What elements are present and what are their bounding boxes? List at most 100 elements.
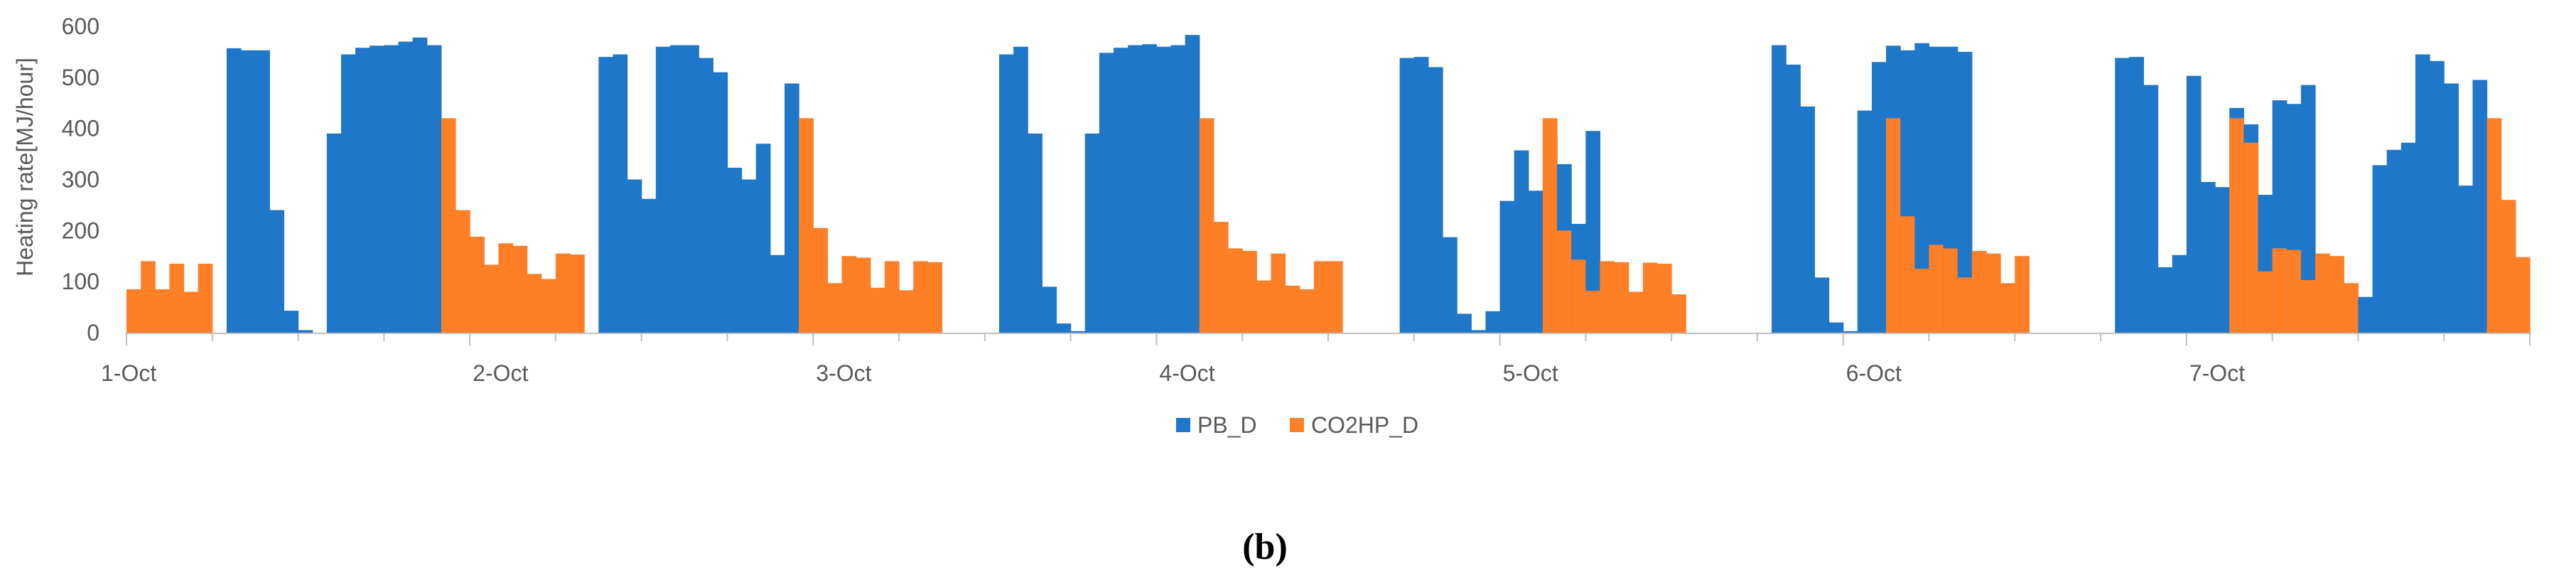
bar-pb-d	[1914, 43, 1930, 333]
bar-pb-d	[669, 45, 685, 333]
bar-co2hp-d	[2258, 271, 2273, 333]
bar-pb-d	[241, 50, 256, 333]
bar-co2hp-d	[799, 118, 814, 333]
bar-pb-d	[1056, 323, 1072, 333]
bar-pb-d	[1457, 313, 1472, 333]
bar-pb-d	[1871, 62, 1887, 333]
legend: PB_D CO2HP_D	[1176, 412, 1418, 438]
bar-co2hp-d	[2272, 248, 2287, 333]
bar-pb-d	[1099, 53, 1114, 333]
bar-pb-d	[1399, 58, 1415, 333]
bar-co2hp-d	[1557, 230, 1572, 333]
bar-pb-d	[1585, 131, 1601, 333]
bar-co2hp-d	[1299, 289, 1315, 333]
bar-pb-d	[2444, 83, 2459, 333]
bar-pb-d	[1084, 133, 1100, 333]
bar-co2hp-d	[1228, 248, 1243, 333]
bar-co2hp-d	[2501, 200, 2516, 333]
bar-co2hp-d	[1628, 291, 1644, 333]
bar-pb-d	[1471, 330, 1487, 333]
bar-pb-d	[770, 254, 785, 333]
bar-co2hp-d	[1542, 118, 1558, 333]
bar-pb-d	[269, 210, 285, 333]
bar-pb-d	[2129, 57, 2145, 333]
bar-pb-d	[340, 54, 356, 333]
x-tick-label: 7-Oct	[2189, 360, 2245, 386]
bar-pb-d	[326, 133, 342, 333]
y-tick-label: 500	[62, 65, 99, 90]
bar-pb-d	[1443, 237, 1457, 333]
bar-pb-d	[370, 45, 384, 333]
y-tick-label: 600	[62, 14, 99, 39]
bar-co2hp-d	[856, 257, 871, 333]
bar-co2hp-d	[1886, 118, 1901, 333]
bar-pb-d	[2186, 75, 2202, 333]
bar-co2hp-d	[1271, 253, 1286, 333]
bar-co2hp-d	[899, 290, 914, 333]
bar-pb-d	[398, 41, 414, 333]
legend-label: PB_D	[1197, 412, 1257, 438]
bar-pb-d	[1028, 133, 1042, 333]
bar-pb-d	[1413, 57, 1429, 333]
bar-pb-d	[2386, 149, 2402, 333]
bar-pb-d	[713, 72, 728, 333]
bar-pb-d	[1814, 277, 1830, 333]
bar-co2hp-d	[2229, 118, 2244, 333]
bar-pb-d	[1128, 45, 1143, 333]
bar-pb-d	[412, 37, 428, 333]
bar-co2hp-d	[155, 289, 170, 333]
bar-pb-d	[1772, 45, 1787, 333]
bar-co2hp-d	[870, 287, 885, 333]
bar-pb-d	[613, 54, 628, 333]
bar-co2hp-d	[927, 262, 943, 333]
x-tick-label: 1-Oct	[101, 360, 156, 386]
bar-pb-d	[1114, 48, 1128, 333]
bar-co2hp-d	[1328, 261, 1343, 333]
bar-co2hp-d	[1313, 261, 1329, 333]
bar-co2hp-d	[570, 254, 585, 333]
bar-pb-d	[1485, 311, 1501, 333]
bar-pb-d	[2430, 60, 2445, 333]
bar-pb-d	[2300, 85, 2316, 333]
bar-pb-d	[298, 330, 313, 333]
y-tick-label: 0	[87, 320, 99, 345]
bar-pb-d	[1013, 46, 1028, 333]
bar-pb-d	[226, 48, 242, 333]
bar-co2hp-d	[2300, 280, 2316, 333]
y-tick-label: 100	[62, 269, 99, 294]
x-tick-label: 2-Oct	[473, 360, 528, 386]
bar-pb-d	[785, 83, 799, 333]
bar-pb-d	[741, 179, 757, 333]
bar-co2hp-d	[1642, 262, 1658, 333]
bar-pb-d	[2415, 54, 2430, 333]
bar-co2hp-d	[1600, 261, 1615, 333]
bar-pb-d	[1499, 200, 1515, 333]
bar-pb-d	[2472, 80, 2488, 333]
bar-co2hp-d	[456, 210, 470, 333]
bar-co2hp-d	[2015, 256, 2030, 333]
bar-co2hp-d	[1957, 277, 1973, 333]
x-tick-label: 3-Oct	[816, 360, 871, 386]
y-axis-label: Heating rate[MJ/hour]	[12, 58, 38, 276]
bar-pb-d	[1857, 110, 1872, 333]
bar-pb-d	[655, 46, 671, 333]
bar-co2hp-d	[1943, 248, 1958, 333]
bar-co2hp-d	[1242, 251, 1257, 333]
y-tick-label: 200	[62, 218, 99, 243]
bar-pb-d	[384, 45, 399, 333]
bar-pb-d	[1800, 106, 1816, 333]
bar-co2hp-d	[1585, 291, 1601, 333]
bar-pb-d	[1042, 286, 1057, 333]
bar-pb-d	[2372, 165, 2388, 333]
bar-co2hp-d	[1571, 259, 1586, 333]
bar-co2hp-d	[2329, 256, 2344, 333]
bar-pb-d	[755, 144, 771, 333]
bar-pb-d	[355, 48, 370, 333]
bar-pb-d	[641, 198, 657, 333]
bar-pb-d	[2458, 186, 2474, 333]
y-tick-label: 300	[62, 167, 99, 193]
bar-pb-d	[1142, 44, 1158, 333]
bar-co2hp-d	[884, 261, 900, 333]
bar-co2hp-d	[1285, 285, 1300, 333]
bar-co2hp-d	[1199, 118, 1214, 333]
